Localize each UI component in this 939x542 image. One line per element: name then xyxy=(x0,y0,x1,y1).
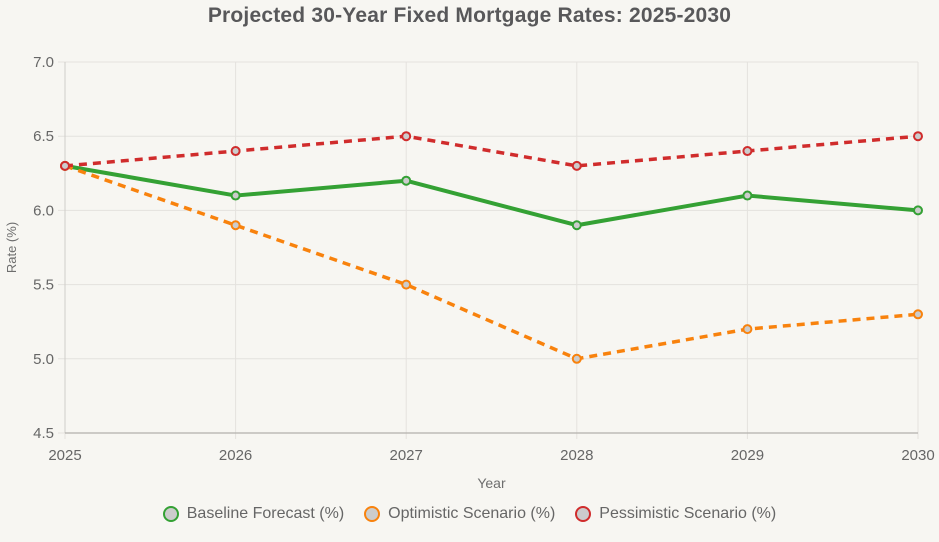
data-point-marker[interactable] xyxy=(571,220,582,231)
data-point-marker[interactable] xyxy=(913,131,923,142)
data-point-marker[interactable] xyxy=(742,324,753,335)
legend-marker-icon xyxy=(575,506,592,522)
legend-marker-icon xyxy=(364,506,381,522)
chart-plot-area: 4.5 5.0 5.5 6.0 6.5 7.0 2025 2026 2027 2028 2029 20… xyxy=(4,54,935,491)
x-tick-label: 2028 xyxy=(560,447,593,464)
y-axis-title: Rate (%) xyxy=(4,222,19,273)
data-point-marker[interactable] xyxy=(401,131,412,142)
series-line xyxy=(64,164,919,361)
data-point-marker[interactable] xyxy=(230,220,241,231)
chart-title: Projected 30-Year Fixed Mortgage Rates: … xyxy=(207,4,732,27)
legend-label: Baseline Forecast (%) xyxy=(186,505,345,522)
data-point-marker[interactable] xyxy=(913,205,923,216)
data-point-marker[interactable] xyxy=(571,160,582,171)
legend-item-optimistic[interactable]: Optimistic Scenario (%) xyxy=(364,505,555,523)
data-point-marker[interactable] xyxy=(913,309,923,320)
legend-label: Optimistic Scenario (%) xyxy=(388,505,556,522)
data-point-marker[interactable] xyxy=(230,146,241,157)
series-line xyxy=(64,163,919,228)
y-tick-label: 7.0 xyxy=(33,54,54,71)
data-point-marker[interactable] xyxy=(742,190,753,201)
legend-label: Pessimistic Scenario (%) xyxy=(599,505,777,522)
data-point-marker[interactable] xyxy=(60,160,70,171)
data-point-marker[interactable] xyxy=(401,175,412,186)
y-tick-label: 4.5 xyxy=(33,425,54,442)
data-point-marker[interactable] xyxy=(230,190,241,201)
x-tick-label: 2029 xyxy=(731,447,764,464)
data-point-marker[interactable] xyxy=(571,353,582,364)
y-tick-label: 6.5 xyxy=(33,128,54,145)
x-tick-label: 2030 xyxy=(901,447,934,464)
y-tick-label: 5.0 xyxy=(33,351,54,368)
y-tick-label: 6.0 xyxy=(33,202,54,219)
data-point-marker[interactable] xyxy=(742,146,753,157)
data-point-marker[interactable] xyxy=(401,279,412,290)
x-tick-label: 2025 xyxy=(48,447,81,464)
chart-legend: Baseline Forecast (%) Optimistic Scenario… xyxy=(0,505,939,523)
x-tick-label: 2027 xyxy=(390,447,423,464)
legend-item-pessimistic[interactable]: Pessimistic Scenario (%) xyxy=(575,505,776,523)
legend-marker-icon xyxy=(162,506,179,522)
y-tick-label: 5.5 xyxy=(33,277,54,294)
legend-item-baseline[interactable]: Baseline Forecast (%) xyxy=(162,505,345,523)
series-line xyxy=(64,134,919,168)
x-axis-title: Year xyxy=(477,475,506,491)
x-tick-label: 2026 xyxy=(219,447,252,464)
